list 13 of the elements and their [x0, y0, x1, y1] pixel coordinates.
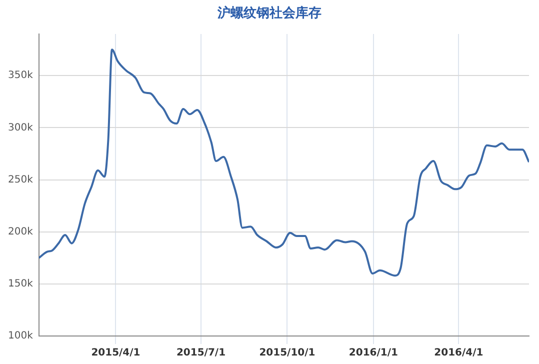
x-tick-label: 2015/10/1: [259, 348, 316, 359]
x-tick-label: 2016/4/1: [434, 348, 484, 359]
chart-title: 沪螺纹钢社会库存: [216, 4, 322, 22]
x-tick-label: 2015/7/1: [176, 348, 226, 359]
y-tick-label: 100k: [8, 330, 34, 342]
x-tick-label: 2016/1/1: [348, 348, 398, 359]
y-tick-label: 250k: [8, 174, 34, 186]
line-series: [38, 48, 529, 277]
y-tick-label: 150k: [8, 278, 34, 290]
y-tick-label: 350k: [8, 70, 34, 82]
y-tick-label: 200k: [8, 226, 34, 238]
y-tick-label: 300k: [8, 122, 34, 134]
x-tick-label: 2015/4/1: [91, 348, 140, 359]
